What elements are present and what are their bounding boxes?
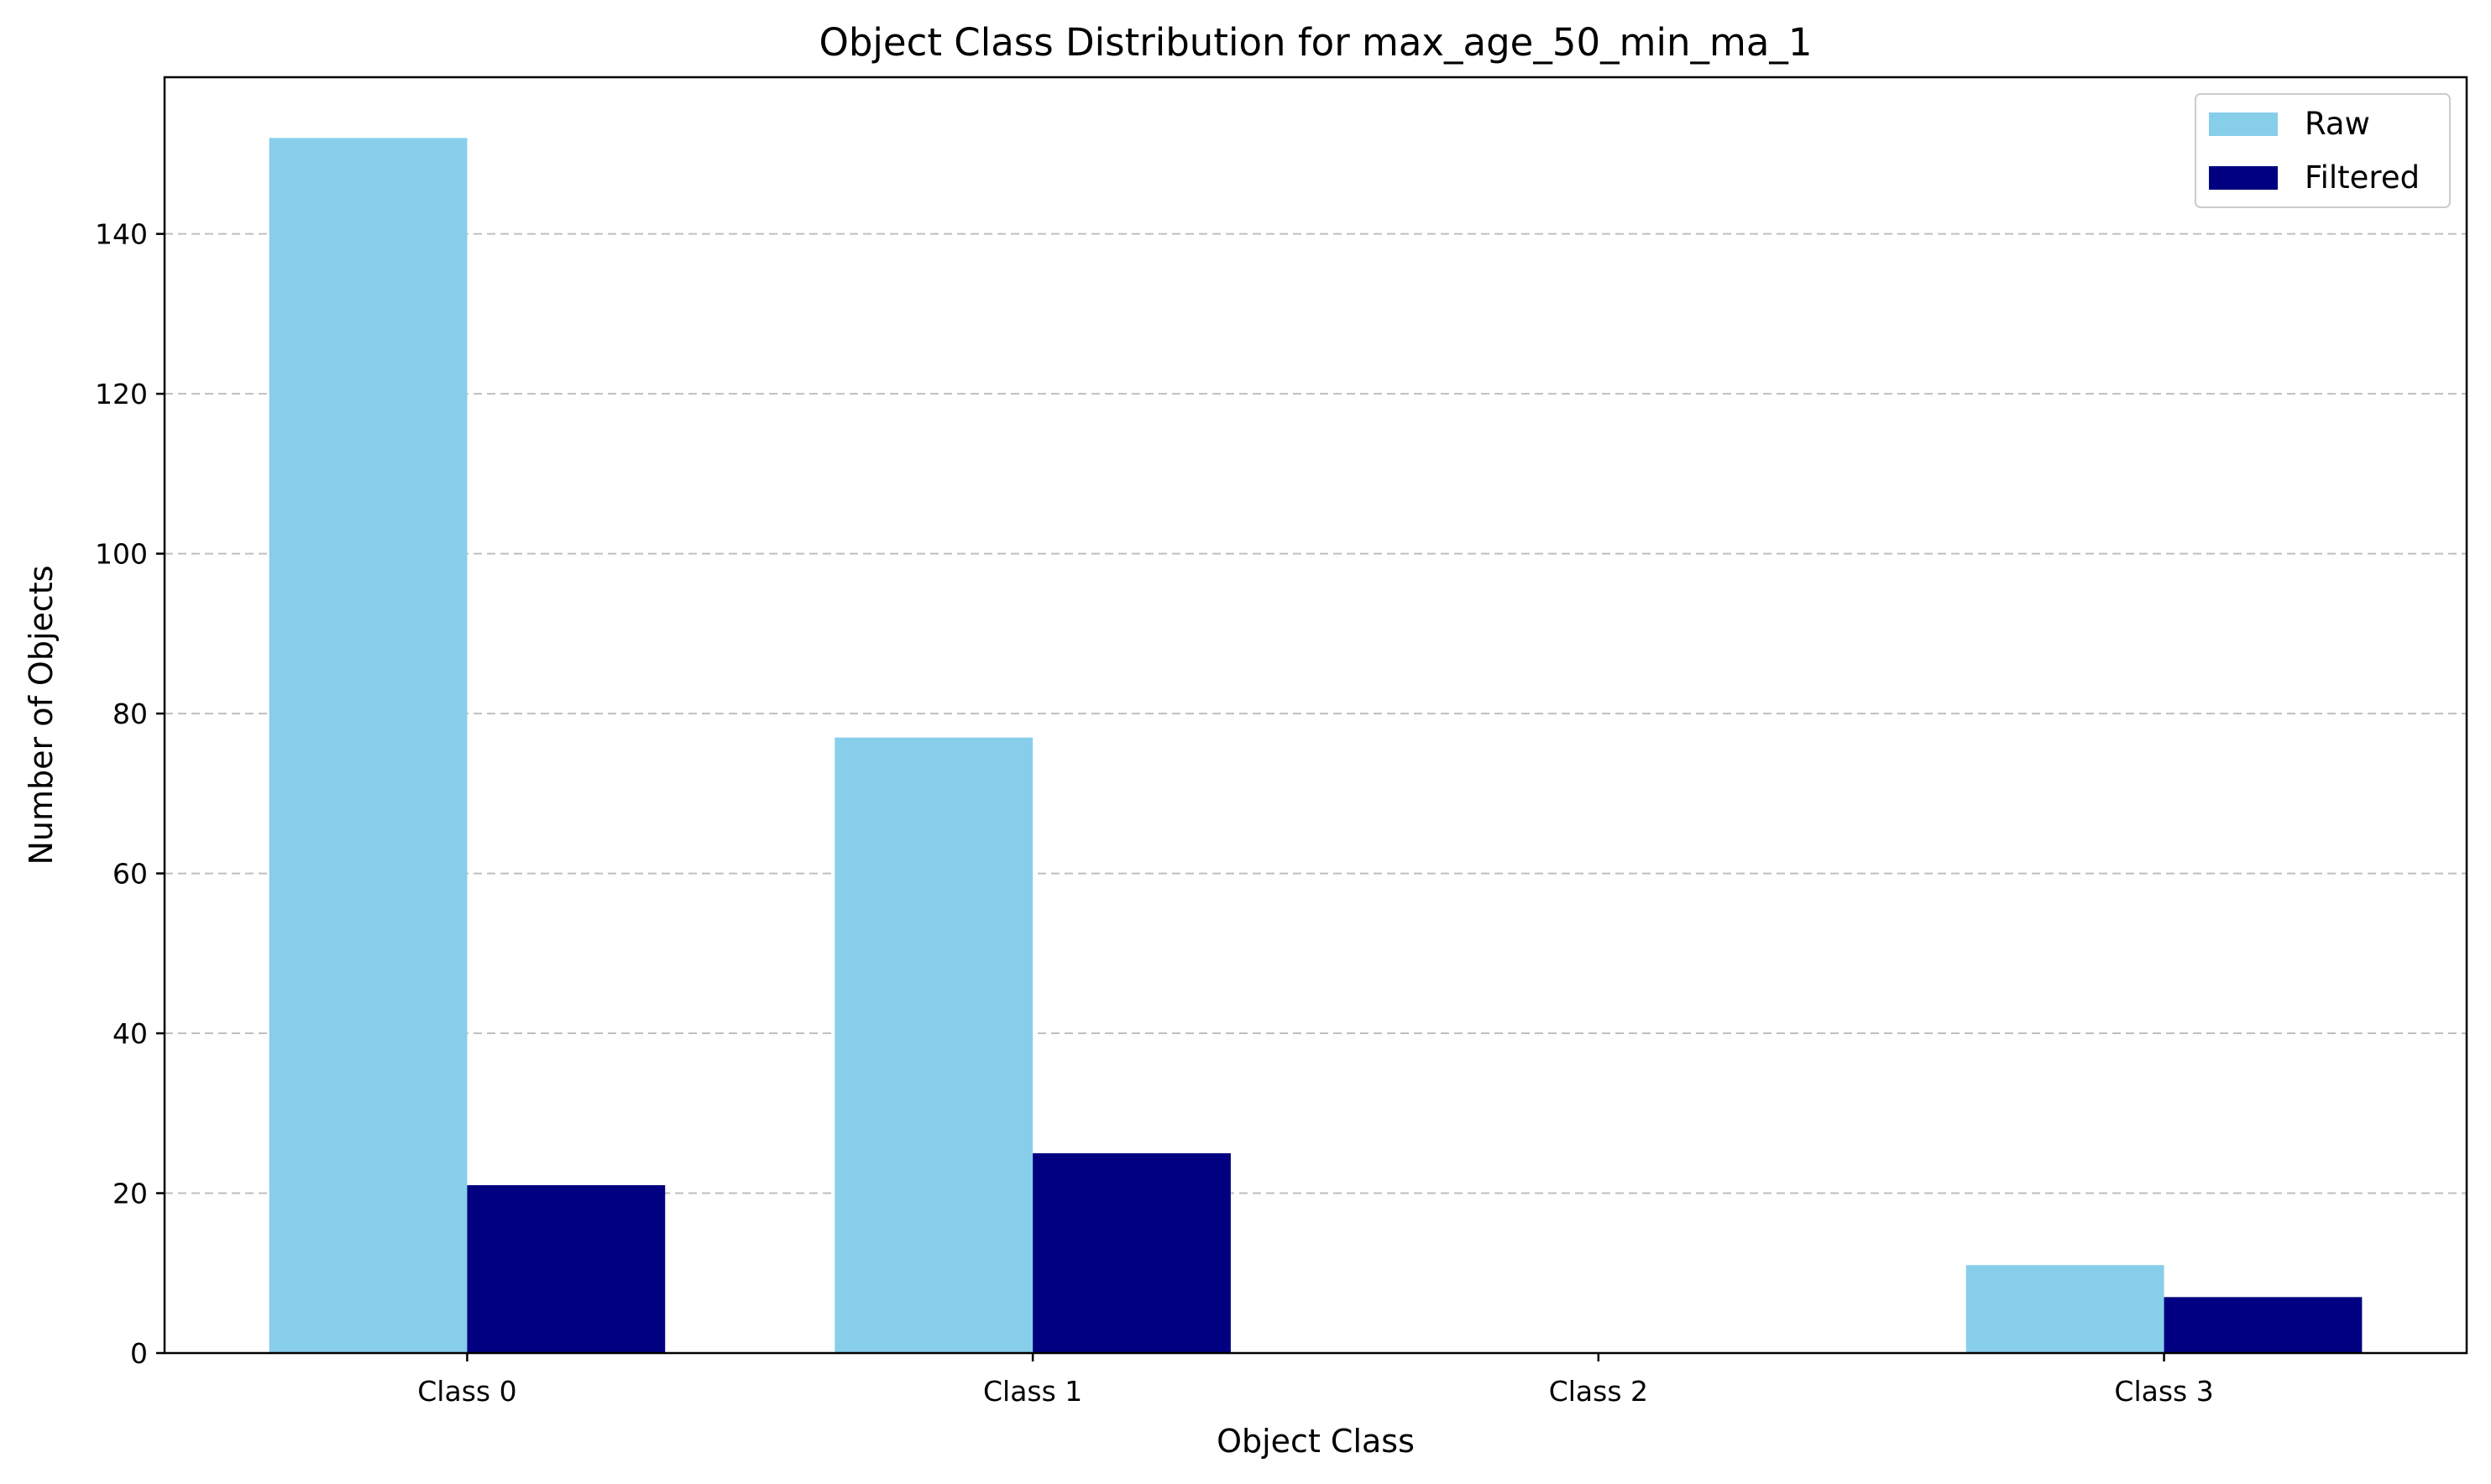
y-tick-label: 0: [130, 1337, 148, 1370]
x-axis-label: Object Class: [1217, 1423, 1415, 1460]
x-tick-label: Class 1: [983, 1375, 1082, 1408]
legend-label-filtered: Filtered: [2305, 159, 2420, 196]
y-tick-label: 40: [113, 1017, 148, 1050]
y-tick-label: 100: [95, 538, 148, 571]
y-tick-label: 60: [113, 858, 148, 891]
bar-raw-1: [835, 737, 1034, 1353]
y-tick-label: 120: [95, 378, 148, 410]
y-axis-label: Number of Objects: [23, 566, 60, 865]
y-tick-label: 20: [113, 1178, 148, 1210]
bar-raw-3: [1965, 1265, 2164, 1353]
legend-swatch-filtered: [2209, 166, 2278, 190]
plot-frame: [163, 76, 2468, 1355]
bar-filtered-3: [2164, 1297, 2363, 1353]
legend-swatch-raw: [2209, 112, 2278, 136]
x-tick-label: Class 0: [417, 1375, 516, 1408]
x-axis-ticks: Class 0 Class 1 Class 2 Class 3: [417, 1353, 2214, 1408]
x-tick-label: Class 2: [1549, 1375, 1648, 1408]
y-tick-label: 140: [95, 218, 148, 251]
bar-raw-0: [269, 138, 468, 1353]
legend-label-raw: Raw: [2305, 106, 2370, 142]
y-tick-label: 80: [113, 698, 148, 730]
legend: Raw Filtered: [2195, 93, 2451, 208]
chart-title: Object Class Distribution for max_age_50…: [819, 20, 1812, 65]
bars: [269, 138, 2363, 1353]
bar-filtered-0: [467, 1185, 666, 1353]
bar-filtered-1: [1033, 1152, 1231, 1353]
x-tick-label: Class 3: [2114, 1375, 2213, 1408]
y-axis-ticks: 0 20 40 60 80 100 120 140: [95, 218, 165, 1370]
